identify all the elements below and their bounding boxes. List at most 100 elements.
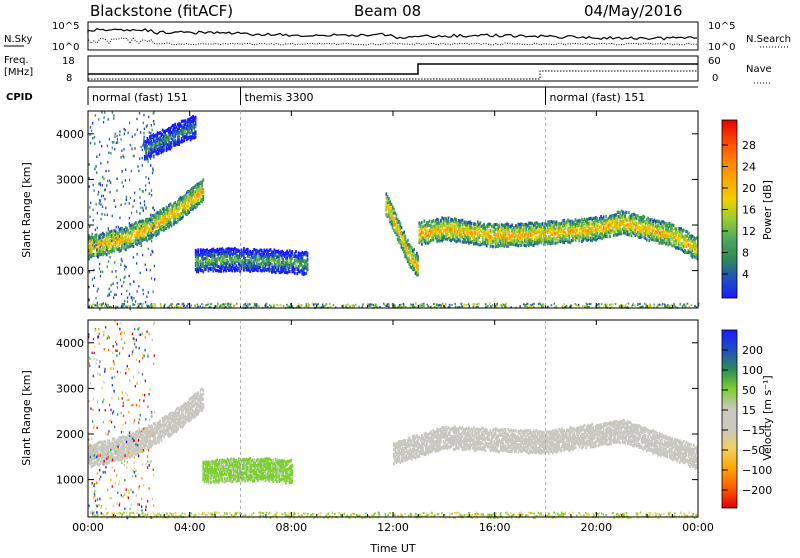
power-cell: [317, 303, 319, 305]
power-cell: [106, 249, 107, 252]
power-cell: [455, 218, 457, 221]
power-cell: [112, 215, 113, 218]
power-cell: [305, 303, 307, 305]
power-cell: [150, 269, 151, 272]
power-cell: [500, 304, 502, 306]
power-cell: [483, 223, 485, 226]
power-cell: [114, 294, 115, 297]
power-cell: [99, 268, 100, 271]
power-cell: [436, 303, 438, 305]
power-cell: [233, 306, 235, 308]
power-cell: [125, 305, 127, 307]
power-cell: [124, 276, 125, 279]
power-cell: [154, 305, 156, 307]
power-cell: [191, 304, 193, 306]
power-cell: [109, 294, 110, 297]
power-cell: [112, 147, 113, 150]
power-cell: [112, 270, 113, 273]
power-cell: [466, 304, 468, 306]
power-cell: [117, 135, 118, 138]
power-cell: [144, 136, 145, 139]
power-cell: [106, 304, 107, 307]
power-cell: [142, 149, 143, 152]
power-cell: [411, 246, 413, 249]
power-cell: [669, 238, 671, 241]
velocity-cell: [113, 437, 115, 440]
power-heatmap: [88, 111, 700, 310]
power-cell: [94, 277, 95, 280]
power-cell: [131, 212, 132, 215]
power-cell: [116, 178, 117, 181]
power-cell: [150, 304, 151, 307]
power-cell: [401, 304, 403, 306]
power-cell: [91, 130, 92, 133]
power-cell: [443, 231, 445, 234]
power-cell: [132, 299, 133, 302]
power-cell: [202, 261, 204, 264]
power-cell: [123, 128, 124, 130]
power-cell: [100, 218, 101, 221]
power-cell: [202, 198, 204, 201]
power-cell: [509, 229, 511, 232]
power-cell: [108, 170, 109, 173]
power-cell: [347, 304, 349, 306]
power-cell: [132, 205, 133, 208]
power-cell: [131, 170, 132, 173]
power-cell: [99, 263, 100, 266]
power-cell: [133, 280, 134, 283]
power-cell: [124, 243, 125, 246]
power-cell: [114, 199, 115, 202]
power-cell: [145, 301, 146, 304]
power-cell: [427, 238, 429, 241]
power-cell: [427, 305, 429, 307]
power-cell: [92, 209, 93, 212]
power-cell: [675, 306, 677, 308]
power-cell: [667, 304, 669, 306]
power-cell: [133, 297, 134, 300]
power-cell: [139, 196, 140, 199]
power-cell: [149, 193, 150, 196]
power-cell: [108, 118, 109, 121]
power-cell: [606, 303, 608, 305]
power-cell: [102, 184, 103, 187]
power-cell: [98, 118, 99, 121]
power-cell: [121, 285, 122, 288]
power-cell: [696, 250, 698, 253]
power-cell: [159, 215, 161, 218]
power-cell: [149, 182, 150, 185]
power-cell: [137, 303, 139, 305]
power-cell: [628, 303, 630, 305]
power-cell: [197, 199, 199, 202]
power-cell: [160, 305, 162, 307]
power-cell: [181, 303, 183, 305]
power-cell: [459, 224, 461, 227]
power-cell: [126, 290, 127, 293]
power-cell: [96, 233, 98, 236]
power-cell: [499, 224, 501, 227]
power-cell: [129, 122, 130, 125]
power-cell: [605, 215, 607, 218]
power-cell: [433, 303, 435, 305]
power-cell: [129, 222, 130, 225]
cpid-label: CPID: [6, 92, 33, 103]
power-cell: [92, 233, 93, 236]
power-cell: [151, 194, 152, 197]
power-cell: [416, 252, 418, 255]
power-cell: [421, 243, 423, 246]
power-cell: [95, 114, 96, 117]
power-cell: [644, 303, 646, 305]
power-cell: [122, 303, 124, 305]
power-cell: [122, 181, 123, 184]
power-cell: [590, 303, 592, 305]
power-cell: [286, 304, 288, 306]
power-cell: [145, 158, 146, 161]
power-cell: [461, 305, 463, 307]
power-cell: [151, 189, 152, 192]
power-cell: [139, 212, 140, 215]
power-cell: [463, 306, 465, 308]
nsky-label: N.Sky: [4, 34, 32, 45]
power-cell: [325, 305, 327, 307]
power-cell: [388, 197, 390, 200]
power-cell: [622, 305, 624, 307]
power-cell: [438, 218, 440, 221]
